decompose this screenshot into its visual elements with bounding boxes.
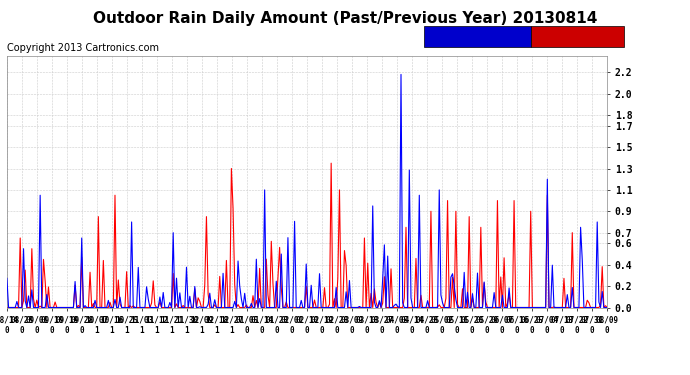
Text: Previous  (Inches): Previous (Inches) — [429, 32, 526, 41]
Text: Outdoor Rain Daily Amount (Past/Previous Year) 20130814: Outdoor Rain Daily Amount (Past/Previous… — [93, 11, 597, 26]
Text: Copyright 2013 Cartronics.com: Copyright 2013 Cartronics.com — [7, 43, 159, 53]
Text: Past  (Inches): Past (Inches) — [540, 32, 615, 41]
